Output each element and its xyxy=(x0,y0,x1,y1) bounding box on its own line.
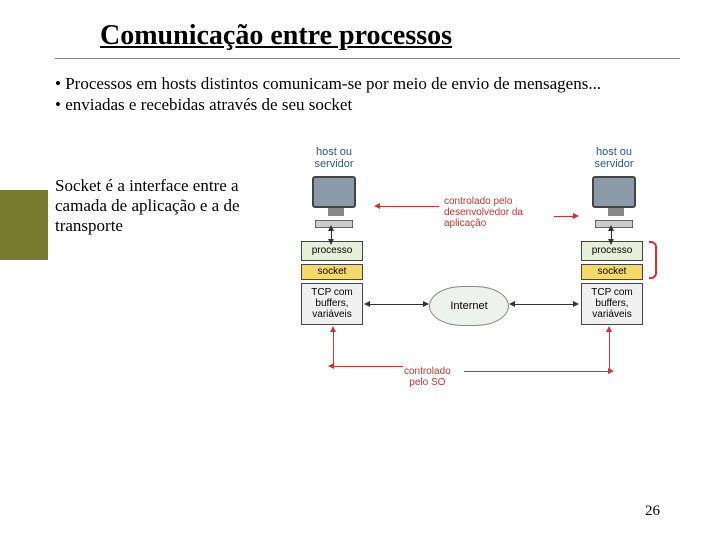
slide-title: Comunicação entre processos xyxy=(100,20,680,52)
accent-bar xyxy=(0,190,48,260)
arrow-tcp-cloud-right xyxy=(514,304,574,305)
tcp-right-box: TCP com buffers, variáveis xyxy=(581,283,643,325)
bullet-block: • Processos em hosts distintos comunicam… xyxy=(55,73,680,116)
page-number: 26 xyxy=(645,503,660,520)
red-arrow-dev-left xyxy=(379,206,439,207)
red-arrow-so-hright xyxy=(464,371,609,372)
arrow-comp-proc-right xyxy=(611,230,612,240)
title-underline xyxy=(55,58,680,59)
bullet-line-1: • Processos em hosts distintos comunicam… xyxy=(55,73,680,94)
arrow-comp-proc-left xyxy=(331,230,332,240)
red-arrow-so-hleft xyxy=(333,366,403,367)
arrow-tcp-cloud-left xyxy=(369,304,424,305)
tcp-left-box: TCP com buffers, variáveis xyxy=(301,283,363,325)
host-left-label: host ou servidor xyxy=(299,146,369,170)
bullet-line-2: • enviadas e recebidas através de seu so… xyxy=(55,94,680,115)
red-dev-text: controlado pelo desenvolvedor da aplicaç… xyxy=(444,196,554,229)
red-arrow-so-left xyxy=(333,331,334,366)
socket-definition: Socket é a interface entre a camada de a… xyxy=(55,176,275,237)
internet-cloud: Internet xyxy=(429,286,509,326)
socket-diagram: host ou servidor processo socket TCP com… xyxy=(289,146,680,426)
socket-right-box: socket xyxy=(581,264,643,280)
socket-left-box: socket xyxy=(301,264,363,280)
red-so-text: controlado pelo SO xyxy=(404,366,451,388)
red-arrow-dev-right xyxy=(554,216,574,217)
brace-dev xyxy=(649,241,657,279)
red-arrow-so-right xyxy=(609,331,610,371)
computer-right-icon xyxy=(584,176,644,226)
host-right-label: host ou servidor xyxy=(579,146,649,170)
computer-left-icon xyxy=(304,176,364,226)
